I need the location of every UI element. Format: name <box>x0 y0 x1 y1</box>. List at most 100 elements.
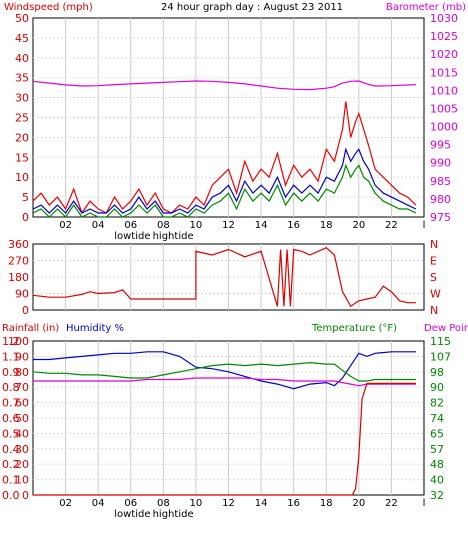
rain-tick-label: 0.0 <box>2 489 20 502</box>
rain-tick-label: 0.2 <box>2 458 20 471</box>
y-tick-label-right: W <box>430 288 441 301</box>
y-tick-label-right: 82 <box>430 397 444 410</box>
y-tick-label-right: 115 <box>430 335 451 348</box>
y-tick-label-right: 1005 <box>430 102 458 115</box>
y-tick-label-right: 1020 <box>430 48 458 61</box>
x-tick-label: 02 <box>59 498 72 509</box>
rain-tick-label: 0.8 <box>2 381 20 394</box>
x-tick-label: 10 <box>190 220 203 231</box>
y-tick-label-right: 74 <box>430 412 444 425</box>
y-tick-label-right: 975 <box>430 211 451 224</box>
y-tick-label: 80 <box>15 366 29 379</box>
hightide-label: hightide <box>153 231 194 242</box>
y-tick-label: 0 <box>22 211 29 224</box>
chart-title: 24 hour graph day : August 23 2011 <box>161 2 343 13</box>
series-barometer <box>32 80 416 91</box>
y-tick-label: 70 <box>15 381 29 394</box>
y-tick-label-right: 1010 <box>430 84 458 97</box>
y-tick-label-right: 1000 <box>430 121 458 134</box>
y-tick-label: 50 <box>15 412 29 425</box>
y-tick-label: 45 <box>15 32 29 45</box>
x-tick-label: 06 <box>124 498 137 509</box>
y-tick-label-right: 65 <box>430 427 444 440</box>
x-tick-label: 10 <box>190 498 203 509</box>
x-tick-label: 04 <box>92 220 105 231</box>
x-tick-label: 22 <box>385 498 398 509</box>
rain-tick-label: 0.9 <box>2 366 20 379</box>
x-tick-label: 14 <box>255 498 268 509</box>
y-tick-label: 100 <box>8 335 29 348</box>
y-tick-label-right: S <box>430 271 437 284</box>
lowtide-label: lowtide <box>114 231 150 242</box>
y-tick-label: 60 <box>15 397 29 410</box>
rain-tick-label: 1.1 <box>2 350 20 363</box>
y-tick-label-right: 995 <box>430 139 451 152</box>
y-tick-label: 15 <box>15 151 29 164</box>
y-tick-label-right: 98 <box>430 366 444 379</box>
series-wind <box>32 163 417 218</box>
series-dewpoint <box>33 377 416 387</box>
y-tick-label-right: 1030 <box>430 12 458 25</box>
wind-axis-title: Windspeed (mph) <box>4 2 93 13</box>
x-tick-label: l <box>423 220 426 231</box>
y-tick-label: 40 <box>15 427 29 440</box>
y-tick-label-right: 32 <box>430 489 444 502</box>
y-tick-label: 90 <box>15 350 29 363</box>
y-tick-label: 10 <box>15 474 29 487</box>
y-tick-label: 0 <box>22 304 29 317</box>
rain-tick-label: 0.4 <box>2 443 20 456</box>
y-tick-label: 25 <box>15 112 29 125</box>
y-tick-label-right: 40 <box>430 474 444 487</box>
rain-tick-label: 1.2 <box>2 335 20 348</box>
lowtide-label: lowtide <box>114 509 150 520</box>
x-tick-label: l <box>423 498 426 509</box>
y-tick-label-right: 990 <box>430 157 451 170</box>
rain-tick-label: 0.7 <box>2 397 20 410</box>
y-tick-label: 30 <box>15 443 29 456</box>
y-tick-label-right: N <box>430 238 438 251</box>
x-tick-label: 16 <box>287 220 300 231</box>
y-tick-label-right: 90 <box>430 381 444 394</box>
barometer-axis-title: Barometer (mb) <box>386 2 466 13</box>
y-tick-label: 30 <box>15 92 29 105</box>
y-tick-label-right: 57 <box>430 443 444 456</box>
y-tick-label-right: N <box>430 304 438 317</box>
x-tick-label: 08 <box>157 220 170 231</box>
y-tick-label: 0 <box>22 489 29 502</box>
series-humidity <box>33 351 416 390</box>
rain-tick-label: 0.5 <box>2 427 20 440</box>
x-tick-label: 18 <box>320 220 333 231</box>
x-tick-label: 20 <box>352 498 365 509</box>
y-tick-label: 40 <box>15 52 29 65</box>
y-tick-label: 20 <box>15 131 29 144</box>
x-tick-label: 14 <box>255 220 268 231</box>
x-tick-label: 16 <box>287 498 300 509</box>
y-tick-label-right: 980 <box>430 193 451 206</box>
humidity-axis-title: Humidity % <box>66 323 124 334</box>
y-tick-label-right: 985 <box>430 175 451 188</box>
series-temperature <box>32 361 416 382</box>
y-tick-label: 10 <box>15 171 29 184</box>
y-tick-label: 5 <box>22 191 29 204</box>
y-tick-label-right: E <box>430 255 437 268</box>
x-tick-label: 12 <box>222 498 235 509</box>
y-tick-label: 270 <box>8 255 29 268</box>
x-tick-label: 04 <box>92 498 105 509</box>
dewpoint-axis-title: Dew Point <box>424 323 468 334</box>
x-tick-label: 12 <box>222 220 235 231</box>
y-tick-label: 20 <box>15 458 29 471</box>
rain-tick-label: 0.6 <box>2 412 20 425</box>
temperature-axis-title: Temperature (°F) <box>311 323 397 334</box>
x-tick-label: 20 <box>352 220 365 231</box>
rainfall-axis-title: Rainfall (in) <box>2 323 59 334</box>
y-tick-label: 90 <box>15 288 29 301</box>
y-tick-label: 180 <box>8 271 29 284</box>
y-tick-label: 360 <box>8 238 29 251</box>
y-tick-label-right: 1015 <box>430 66 458 79</box>
x-tick-label: 06 <box>124 220 137 231</box>
y-tick-label-right: 1025 <box>430 30 458 43</box>
hightide-label: hightide <box>153 509 194 520</box>
x-tick-label: 22 <box>385 220 398 231</box>
rain-tick-label: 0.1 <box>2 474 20 487</box>
